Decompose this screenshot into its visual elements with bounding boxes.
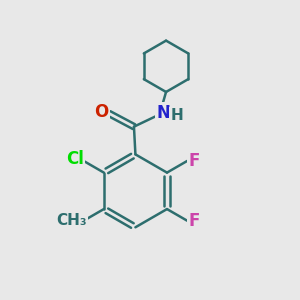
Text: Cl: Cl [66,151,84,169]
Text: N: N [156,104,170,122]
Text: F: F [189,152,200,170]
Text: H: H [171,108,184,123]
Text: F: F [189,212,200,230]
Text: CH₃: CH₃ [56,213,87,228]
Text: O: O [94,103,108,121]
